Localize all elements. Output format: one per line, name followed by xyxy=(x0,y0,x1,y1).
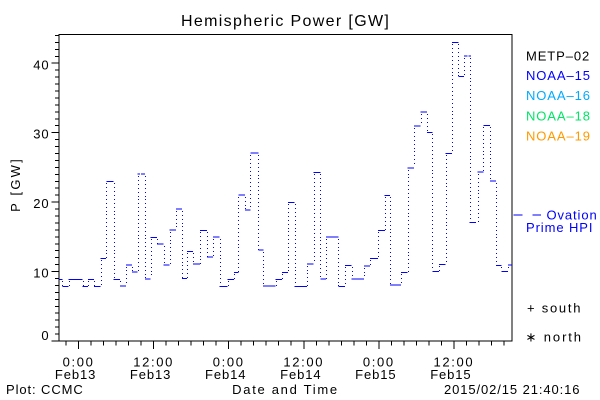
svg-text:NOAA–18: NOAA–18 xyxy=(526,108,591,123)
svg-text:0:00: 0:00 xyxy=(213,355,245,370)
svg-text:NOAA–16: NOAA–16 xyxy=(526,88,591,103)
svg-text:Plot: CCMC: Plot: CCMC xyxy=(6,382,84,397)
svg-text:METP–02: METP–02 xyxy=(526,48,590,63)
svg-text:Prime HPI: Prime HPI xyxy=(526,220,593,235)
svg-text:0: 0 xyxy=(41,328,49,343)
svg-text:P [GW]: P [GW] xyxy=(8,157,23,212)
svg-text:NOAA–19: NOAA–19 xyxy=(526,129,591,144)
svg-text:20: 20 xyxy=(33,196,49,211)
svg-text:Feb15: Feb15 xyxy=(355,367,396,382)
svg-text:0:00: 0:00 xyxy=(63,355,95,370)
svg-text:NOAA–15: NOAA–15 xyxy=(526,68,591,83)
svg-text:12:00: 12:00 xyxy=(283,355,324,370)
svg-text:Feb14: Feb14 xyxy=(280,367,321,382)
svg-text:12:00: 12:00 xyxy=(133,355,174,370)
svg-text:Feb15: Feb15 xyxy=(430,367,471,382)
svg-text:30: 30 xyxy=(33,127,49,142)
svg-text:Feb14: Feb14 xyxy=(205,367,246,382)
svg-text:2015/02/15 21:40:16: 2015/02/15 21:40:16 xyxy=(444,382,580,397)
svg-text:Feb13: Feb13 xyxy=(55,367,96,382)
svg-text:Feb13: Feb13 xyxy=(130,367,171,382)
svg-text:12:00: 12:00 xyxy=(434,355,475,370)
svg-text:40: 40 xyxy=(33,57,49,72)
svg-text:0:00: 0:00 xyxy=(363,355,395,370)
svg-text:∗ north: ∗ north xyxy=(526,330,583,345)
svg-text:Ovation: Ovation xyxy=(547,208,598,223)
svg-text:Date and Time: Date and Time xyxy=(232,382,339,397)
svg-text:+ south: + south xyxy=(527,301,582,316)
svg-text:10: 10 xyxy=(33,266,49,281)
svg-text:Hemispheric Power [GW]: Hemispheric Power [GW] xyxy=(181,13,390,30)
